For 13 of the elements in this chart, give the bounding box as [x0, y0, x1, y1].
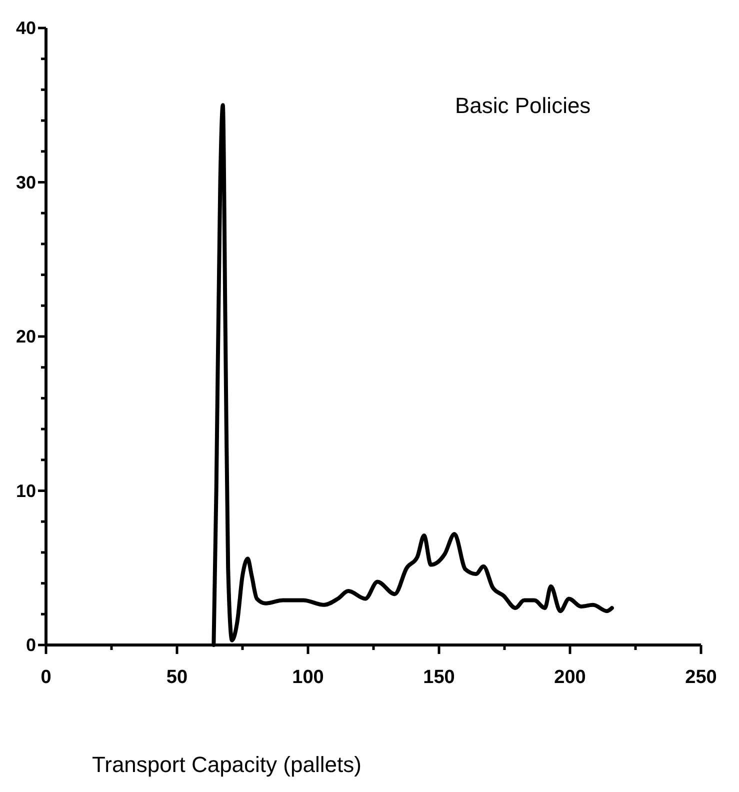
x-tick-label: 0 [40, 667, 52, 688]
text: Basic Policies [454, 92, 591, 118]
y-tick-label: 40 [16, 18, 36, 38]
x-tick-label: 250 [685, 667, 717, 688]
y-tick-label: 30 [16, 172, 36, 192]
y-tick-label: 20 [16, 326, 36, 346]
x-tick-label: 150 [423, 667, 455, 688]
x-tick-label: 200 [554, 667, 586, 688]
y-tick-label: 10 [16, 480, 36, 501]
x-tick-label: 50 [166, 667, 188, 688]
y-tick-label: 0 [26, 635, 36, 655]
x-axis-title: Transport Capacity (pallets) [92, 752, 362, 777]
x-tick-label: 100 [292, 667, 324, 688]
